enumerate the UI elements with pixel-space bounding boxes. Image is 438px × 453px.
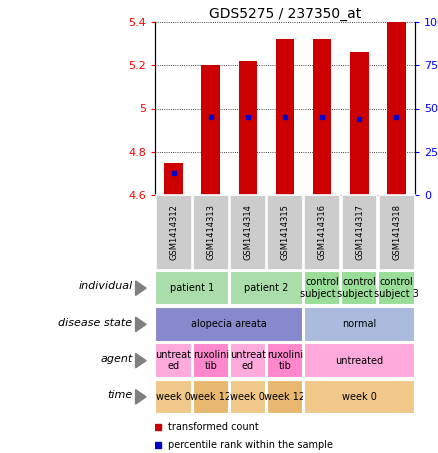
Text: transformed count: transformed count bbox=[168, 422, 259, 432]
Text: GSM1414316: GSM1414316 bbox=[318, 204, 327, 260]
Text: time: time bbox=[107, 390, 133, 400]
Text: untreated: untreated bbox=[335, 356, 383, 366]
Polygon shape bbox=[135, 390, 146, 404]
Text: GSM1414315: GSM1414315 bbox=[281, 205, 290, 260]
Text: untreat
ed: untreat ed bbox=[155, 350, 191, 371]
Text: GSM1414312: GSM1414312 bbox=[170, 205, 178, 260]
Text: GSM1414318: GSM1414318 bbox=[392, 204, 401, 260]
Text: GSM1414314: GSM1414314 bbox=[244, 205, 253, 260]
Text: alopecia areata: alopecia areata bbox=[191, 319, 267, 329]
Text: GSM1414313: GSM1414313 bbox=[206, 204, 215, 260]
Text: week 12: week 12 bbox=[190, 392, 231, 402]
Text: patient 2: patient 2 bbox=[244, 283, 289, 293]
Text: normal: normal bbox=[342, 319, 376, 329]
Text: ruxolini
tib: ruxolini tib bbox=[193, 350, 229, 371]
Bar bbox=[313, 39, 332, 195]
Text: control
subject 1: control subject 1 bbox=[300, 277, 345, 299]
Text: control
subject 2: control subject 2 bbox=[337, 277, 382, 299]
Bar bbox=[350, 52, 368, 195]
Text: control
subject 3: control subject 3 bbox=[374, 277, 419, 299]
Text: agent: agent bbox=[100, 354, 133, 364]
Polygon shape bbox=[135, 317, 146, 332]
Text: week 0: week 0 bbox=[230, 392, 265, 402]
Text: individual: individual bbox=[78, 281, 133, 291]
Text: week 0: week 0 bbox=[342, 392, 377, 402]
Bar bbox=[239, 61, 257, 195]
Polygon shape bbox=[135, 281, 146, 295]
Text: week 12: week 12 bbox=[265, 392, 306, 402]
Title: GDS5275 / 237350_at: GDS5275 / 237350_at bbox=[209, 7, 361, 21]
Text: week 0: week 0 bbox=[156, 392, 191, 402]
Bar bbox=[276, 39, 294, 195]
Bar bbox=[164, 163, 183, 195]
Text: untreat
ed: untreat ed bbox=[230, 350, 266, 371]
Text: disease state: disease state bbox=[58, 318, 133, 328]
Text: patient 1: patient 1 bbox=[170, 283, 214, 293]
Text: percentile rank within the sample: percentile rank within the sample bbox=[168, 440, 333, 450]
Text: GSM1414317: GSM1414317 bbox=[355, 204, 364, 260]
Text: ruxolini
tib: ruxolini tib bbox=[267, 350, 303, 371]
Polygon shape bbox=[135, 353, 146, 368]
Bar bbox=[387, 22, 406, 195]
Bar bbox=[201, 65, 220, 195]
